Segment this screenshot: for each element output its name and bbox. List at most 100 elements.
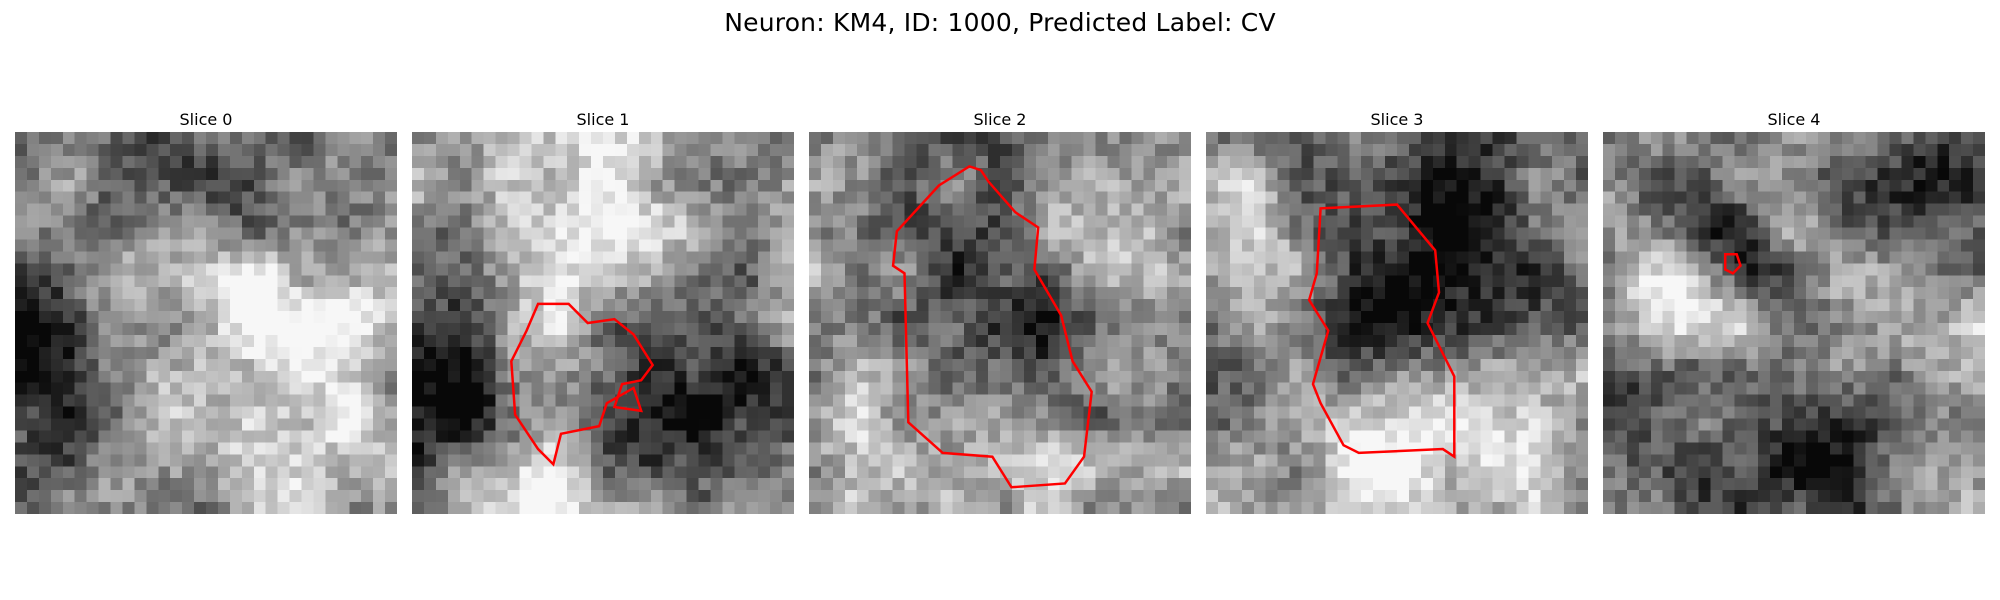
image-pixel xyxy=(1937,334,1950,348)
image-pixel xyxy=(1397,263,1410,276)
image-pixel xyxy=(1973,406,1985,419)
image-pixel xyxy=(1528,478,1541,491)
image-pixel xyxy=(1468,478,1481,491)
image-pixel xyxy=(50,311,64,324)
image-pixel xyxy=(662,406,676,419)
image-pixel xyxy=(1564,143,1577,157)
image-pixel xyxy=(1047,394,1061,407)
image-pixel xyxy=(964,502,977,514)
image-pixel xyxy=(1432,191,1446,205)
image-pixel xyxy=(1385,132,1398,145)
image-pixel xyxy=(1397,442,1410,455)
image-pixel xyxy=(1456,167,1470,181)
image-pixel xyxy=(686,167,699,181)
image-pixel xyxy=(1504,382,1517,396)
image-pixel xyxy=(1143,418,1156,431)
image-pixel xyxy=(638,275,652,288)
image-pixel xyxy=(1817,358,1831,372)
image-pixel xyxy=(1023,239,1037,252)
image-pixel xyxy=(182,442,195,455)
image-pixel xyxy=(194,394,207,407)
image-pixel xyxy=(507,155,520,169)
image-pixel xyxy=(1961,358,1974,372)
image-pixel xyxy=(206,227,219,240)
image-pixel xyxy=(710,215,723,228)
image-pixel xyxy=(1217,490,1231,503)
image-pixel xyxy=(698,394,711,407)
image-pixel xyxy=(1095,167,1108,181)
image-pixel xyxy=(158,478,171,491)
image-pixel xyxy=(746,239,759,252)
image-pixel xyxy=(435,430,449,443)
image-pixel xyxy=(110,275,123,288)
image-pixel xyxy=(1095,442,1108,455)
image-pixel xyxy=(976,263,989,276)
image-pixel xyxy=(1734,454,1747,467)
image-pixel xyxy=(928,382,941,396)
image-pixel xyxy=(904,466,917,479)
image-pixel xyxy=(1047,251,1061,264)
image-pixel xyxy=(964,454,977,467)
image-pixel xyxy=(1397,394,1410,407)
image-pixel xyxy=(844,323,858,336)
image-pixel xyxy=(1023,478,1037,491)
image-pixel xyxy=(809,358,822,372)
image-pixel xyxy=(217,263,231,276)
image-pixel xyxy=(1758,323,1771,336)
image-pixel xyxy=(122,323,135,336)
image-pixel xyxy=(1265,155,1279,169)
image-pixel xyxy=(277,394,290,407)
image-pixel xyxy=(1059,502,1073,514)
image-pixel xyxy=(1059,490,1073,503)
image-pixel xyxy=(158,406,171,419)
image-pixel xyxy=(543,287,556,300)
image-pixel xyxy=(1722,382,1735,396)
image-pixel xyxy=(1179,334,1191,348)
image-pixel xyxy=(1167,442,1180,455)
image-pixel xyxy=(770,179,783,193)
image-pixel xyxy=(1217,502,1231,514)
image-pixel xyxy=(301,167,314,181)
image-pixel xyxy=(373,179,386,193)
image-pixel xyxy=(1829,442,1843,455)
segmentation-outline xyxy=(1307,203,1456,460)
image-pixel xyxy=(1301,311,1314,324)
image-pixel xyxy=(1265,334,1279,348)
image-pixel xyxy=(1698,191,1711,205)
image-pixel xyxy=(1698,346,1711,360)
image-pixel xyxy=(1865,275,1878,288)
image-pixel xyxy=(1576,394,1588,407)
image-pixel xyxy=(1805,394,1819,407)
image-pixel xyxy=(313,334,326,348)
image-pixel xyxy=(746,323,759,336)
image-pixel xyxy=(746,406,759,419)
image-pixel xyxy=(337,275,350,288)
image-pixel xyxy=(820,442,834,455)
image-pixel xyxy=(1206,132,1219,145)
image-pixel xyxy=(1035,251,1049,264)
image-pixel xyxy=(880,251,893,264)
image-pixel xyxy=(62,311,76,324)
image-pixel xyxy=(337,323,350,336)
image-pixel xyxy=(940,430,953,443)
image-pixel xyxy=(1794,167,1807,181)
image-pixel xyxy=(325,382,338,396)
image-pixel xyxy=(1420,490,1434,503)
image-pixel xyxy=(614,370,628,384)
image-pixel xyxy=(1035,215,1049,228)
image-pixel xyxy=(964,478,977,491)
image-pixel xyxy=(194,478,207,491)
image-pixel xyxy=(122,466,135,479)
image-pixel xyxy=(471,311,485,324)
image-pixel xyxy=(289,490,302,503)
image-pixel xyxy=(964,167,977,181)
image-pixel xyxy=(1913,394,1926,407)
image-pixel xyxy=(1011,251,1025,264)
image-pixel xyxy=(686,370,699,384)
image-pixel xyxy=(1626,382,1640,396)
image-pixel xyxy=(1155,358,1168,372)
image-pixel xyxy=(289,287,302,300)
image-pixel xyxy=(892,287,905,300)
image-pixel xyxy=(206,502,219,514)
image-pixel xyxy=(1301,323,1314,336)
